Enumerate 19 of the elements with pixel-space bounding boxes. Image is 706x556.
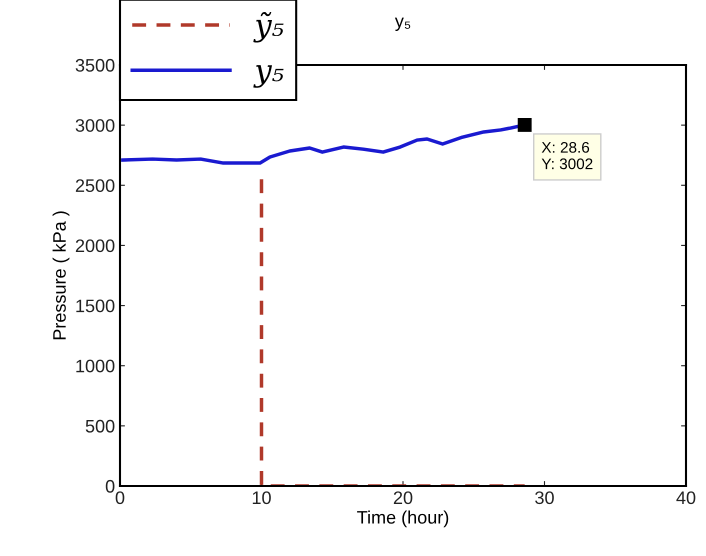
x-axis-title: Time (hour) (357, 510, 448, 528)
x-tick-label: 40 (676, 491, 696, 504)
y-tick-label: 3500 (76, 58, 114, 72)
x-tick-label: 0 (116, 491, 124, 504)
y-tick-label: 3000 (76, 119, 114, 132)
chart-title: y₅ (394, 18, 410, 31)
y-tick-label: 0 (106, 480, 114, 493)
y-tick-label: 500 (86, 420, 114, 433)
legend-label: ỹ₅ (253, 12, 284, 42)
y-tick-label: 2000 (76, 239, 114, 252)
x-tick-label: 10 (252, 491, 271, 504)
y-axis-title: Pressure ( kPa ) (52, 211, 70, 340)
y-tick-label: 2500 (76, 179, 114, 192)
y-tick-label: 1500 (76, 300, 114, 312)
y-tick-label: 1000 (76, 360, 114, 372)
legend-label: y₅ (253, 65, 284, 88)
x-tick-label: 30 (535, 491, 554, 504)
annotation: X: 28.6 Y: 3002 (542, 142, 592, 170)
x-tick-label: 20 (394, 491, 412, 504)
